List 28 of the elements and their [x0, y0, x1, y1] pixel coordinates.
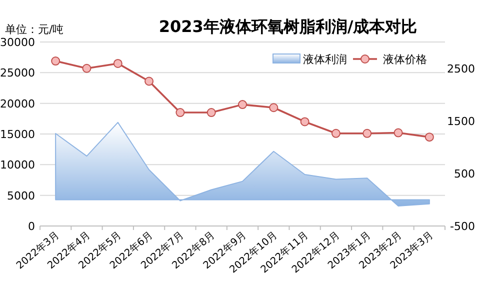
chart-title: 2023年液体环氧树脂利润/成本对比	[158, 17, 418, 36]
point	[51, 56, 60, 66]
point	[331, 128, 340, 138]
point	[362, 128, 372, 138]
y2-tick-label: 1500	[447, 114, 475, 128]
point	[144, 76, 154, 86]
y2-tick-label: 2500	[447, 62, 475, 76]
y-tick-label: 30000	[0, 36, 35, 49]
y-tick-label: 10000	[0, 158, 35, 172]
legend-label: 液体利润	[303, 53, 347, 66]
point	[424, 132, 434, 142]
point	[82, 64, 92, 73]
y-tick-label: 15000	[0, 128, 35, 141]
point	[238, 100, 247, 110]
text: 单位：元/吨	[5, 23, 64, 36]
point	[394, 128, 403, 138]
y-tick-label: 25000	[0, 66, 35, 80]
legend-label: 液体价格	[383, 53, 427, 66]
point	[269, 103, 278, 112]
y-tick-label: 0	[28, 220, 35, 233]
point	[113, 58, 122, 68]
y-tick-label: 5000	[7, 189, 35, 202]
y2-tick-label: 500	[454, 167, 475, 180]
y2-tick-label: -500	[450, 220, 475, 233]
point	[206, 108, 216, 118]
y-tick-label: 20000	[0, 97, 35, 110]
point	[176, 108, 185, 118]
point	[300, 117, 310, 126]
